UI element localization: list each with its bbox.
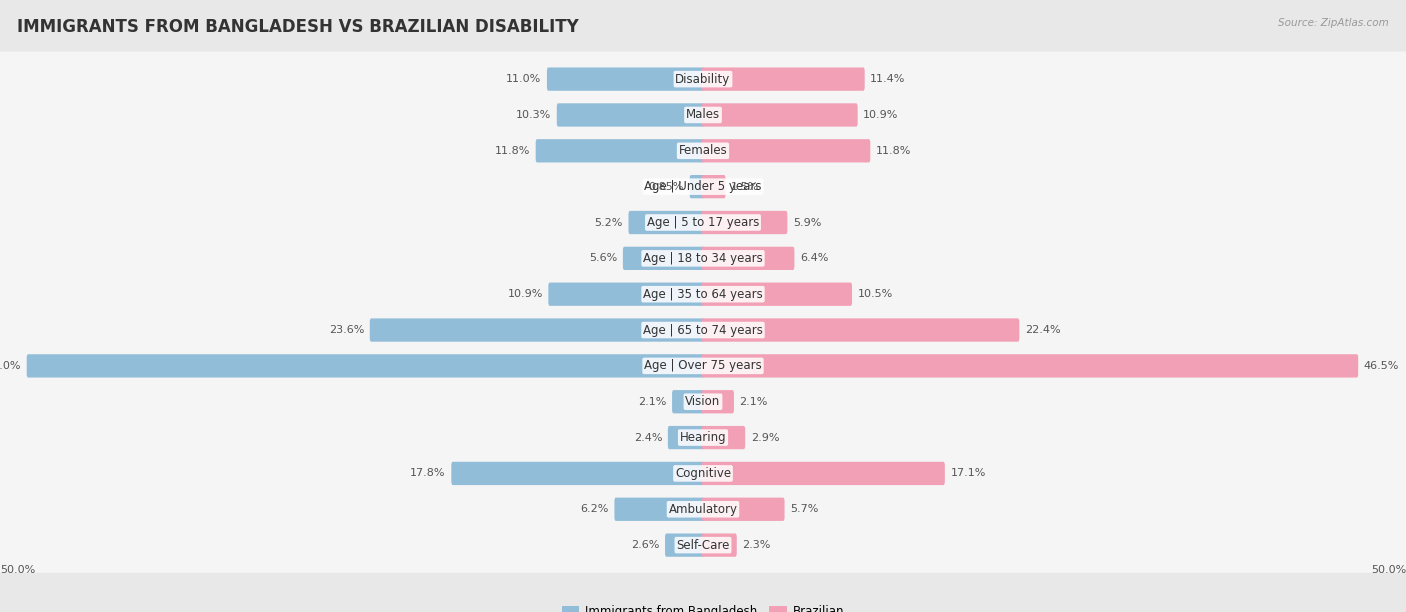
FancyBboxPatch shape bbox=[702, 67, 865, 91]
FancyBboxPatch shape bbox=[702, 318, 1019, 341]
FancyBboxPatch shape bbox=[690, 175, 704, 198]
Text: 11.4%: 11.4% bbox=[870, 74, 905, 84]
FancyBboxPatch shape bbox=[0, 231, 1406, 286]
FancyBboxPatch shape bbox=[665, 534, 704, 557]
Text: Age | 18 to 34 years: Age | 18 to 34 years bbox=[643, 252, 763, 265]
Text: 5.7%: 5.7% bbox=[790, 504, 818, 514]
Text: Females: Females bbox=[679, 144, 727, 157]
Text: 5.9%: 5.9% bbox=[793, 217, 821, 228]
Text: 2.4%: 2.4% bbox=[634, 433, 662, 442]
Text: 23.6%: 23.6% bbox=[329, 325, 364, 335]
Text: Age | 65 to 74 years: Age | 65 to 74 years bbox=[643, 324, 763, 337]
FancyBboxPatch shape bbox=[702, 462, 945, 485]
FancyBboxPatch shape bbox=[0, 302, 1406, 357]
FancyBboxPatch shape bbox=[0, 374, 1406, 430]
FancyBboxPatch shape bbox=[0, 267, 1406, 322]
Text: 11.8%: 11.8% bbox=[876, 146, 911, 156]
Text: 2.3%: 2.3% bbox=[742, 540, 770, 550]
FancyBboxPatch shape bbox=[702, 534, 737, 557]
FancyBboxPatch shape bbox=[623, 247, 704, 270]
Text: Disability: Disability bbox=[675, 73, 731, 86]
Text: 0.85%: 0.85% bbox=[648, 182, 685, 192]
Text: 5.6%: 5.6% bbox=[589, 253, 617, 263]
Text: 2.1%: 2.1% bbox=[638, 397, 666, 407]
FancyBboxPatch shape bbox=[702, 211, 787, 234]
Text: 17.1%: 17.1% bbox=[950, 468, 986, 479]
Text: 11.0%: 11.0% bbox=[506, 74, 541, 84]
Text: Age | 5 to 17 years: Age | 5 to 17 years bbox=[647, 216, 759, 229]
FancyBboxPatch shape bbox=[27, 354, 704, 378]
Text: 22.4%: 22.4% bbox=[1025, 325, 1060, 335]
FancyBboxPatch shape bbox=[614, 498, 704, 521]
Text: 2.1%: 2.1% bbox=[740, 397, 768, 407]
Text: Age | 35 to 64 years: Age | 35 to 64 years bbox=[643, 288, 763, 300]
FancyBboxPatch shape bbox=[0, 159, 1406, 214]
Text: 1.5%: 1.5% bbox=[731, 182, 759, 192]
FancyBboxPatch shape bbox=[702, 498, 785, 521]
FancyBboxPatch shape bbox=[0, 518, 1406, 573]
FancyBboxPatch shape bbox=[702, 103, 858, 127]
Text: 50.0%: 50.0% bbox=[1371, 565, 1406, 575]
Text: 50.0%: 50.0% bbox=[0, 565, 35, 575]
FancyBboxPatch shape bbox=[702, 175, 725, 198]
FancyBboxPatch shape bbox=[0, 51, 1406, 106]
Text: 6.2%: 6.2% bbox=[581, 504, 609, 514]
FancyBboxPatch shape bbox=[557, 103, 704, 127]
Text: 11.8%: 11.8% bbox=[495, 146, 530, 156]
Text: Hearing: Hearing bbox=[679, 431, 727, 444]
Text: 5.2%: 5.2% bbox=[595, 217, 623, 228]
FancyBboxPatch shape bbox=[702, 426, 745, 449]
FancyBboxPatch shape bbox=[0, 123, 1406, 179]
FancyBboxPatch shape bbox=[370, 318, 704, 341]
FancyBboxPatch shape bbox=[668, 426, 704, 449]
FancyBboxPatch shape bbox=[702, 139, 870, 162]
Text: 2.6%: 2.6% bbox=[631, 540, 659, 550]
Text: 48.0%: 48.0% bbox=[0, 361, 21, 371]
FancyBboxPatch shape bbox=[702, 247, 794, 270]
FancyBboxPatch shape bbox=[451, 462, 704, 485]
FancyBboxPatch shape bbox=[0, 338, 1406, 394]
FancyBboxPatch shape bbox=[628, 211, 704, 234]
FancyBboxPatch shape bbox=[536, 139, 704, 162]
FancyBboxPatch shape bbox=[672, 390, 704, 413]
Text: Source: ZipAtlas.com: Source: ZipAtlas.com bbox=[1278, 18, 1389, 28]
Text: Vision: Vision bbox=[685, 395, 721, 408]
FancyBboxPatch shape bbox=[548, 283, 704, 306]
Text: 10.5%: 10.5% bbox=[858, 289, 893, 299]
FancyBboxPatch shape bbox=[0, 482, 1406, 537]
FancyBboxPatch shape bbox=[702, 354, 1358, 378]
Text: 2.9%: 2.9% bbox=[751, 433, 779, 442]
Text: Age | Over 75 years: Age | Over 75 years bbox=[644, 359, 762, 372]
FancyBboxPatch shape bbox=[702, 283, 852, 306]
FancyBboxPatch shape bbox=[0, 410, 1406, 465]
FancyBboxPatch shape bbox=[702, 390, 734, 413]
Text: Males: Males bbox=[686, 108, 720, 121]
Text: Self-Care: Self-Care bbox=[676, 539, 730, 551]
Text: 10.9%: 10.9% bbox=[508, 289, 543, 299]
Text: 17.8%: 17.8% bbox=[411, 468, 446, 479]
Text: 6.4%: 6.4% bbox=[800, 253, 828, 263]
Text: 10.3%: 10.3% bbox=[516, 110, 551, 120]
FancyBboxPatch shape bbox=[0, 446, 1406, 501]
Text: 10.9%: 10.9% bbox=[863, 110, 898, 120]
Text: 46.5%: 46.5% bbox=[1364, 361, 1399, 371]
Text: Ambulatory: Ambulatory bbox=[668, 503, 738, 516]
Legend: Immigrants from Bangladesh, Brazilian: Immigrants from Bangladesh, Brazilian bbox=[557, 600, 849, 612]
FancyBboxPatch shape bbox=[547, 67, 704, 91]
Text: Age | Under 5 years: Age | Under 5 years bbox=[644, 180, 762, 193]
FancyBboxPatch shape bbox=[0, 88, 1406, 143]
Text: IMMIGRANTS FROM BANGLADESH VS BRAZILIAN DISABILITY: IMMIGRANTS FROM BANGLADESH VS BRAZILIAN … bbox=[17, 18, 579, 36]
FancyBboxPatch shape bbox=[0, 195, 1406, 250]
Text: Cognitive: Cognitive bbox=[675, 467, 731, 480]
